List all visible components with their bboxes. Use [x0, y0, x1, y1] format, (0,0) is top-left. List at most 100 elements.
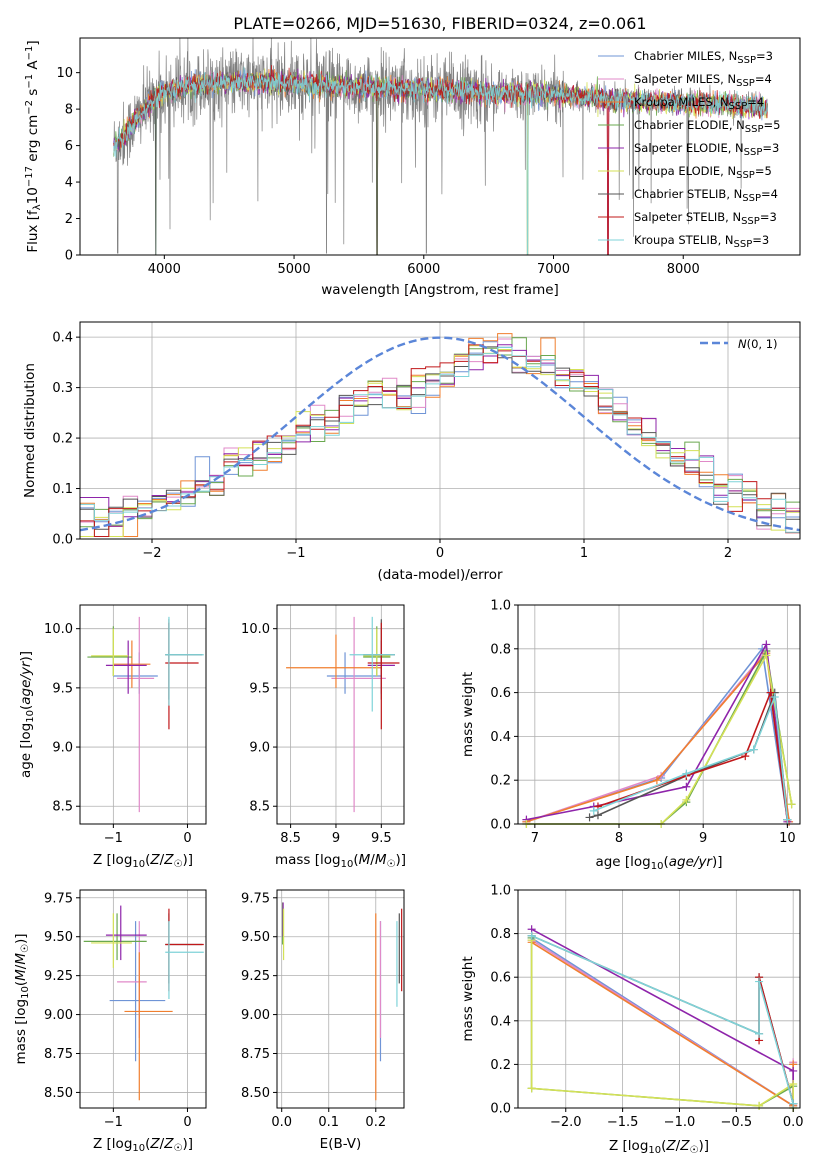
- label-part: 10: [132, 859, 145, 870]
- label-part: (: [13, 981, 29, 986]
- x-tick-label: 6000: [407, 262, 440, 277]
- legend-label: Chabrier ELODIE, NSSP=5: [634, 118, 780, 135]
- x-tick-label: 0: [183, 831, 191, 846]
- y-tick-label: 0.2: [490, 1058, 511, 1073]
- y-tick-label: 1.0: [490, 599, 511, 614]
- y-tick-label: 0.0: [490, 1102, 511, 1117]
- legend-label: Salpeter STELIB, NSSP=3: [634, 210, 777, 227]
- y-tick-label: 9.75: [241, 891, 270, 906]
- label-part: /: [160, 1136, 165, 1152]
- mass-weight-marker: [527, 1084, 536, 1093]
- label-part: )]: [18, 651, 34, 662]
- age-vs-metallicity-panel: −1 08.59.09.510.0Z [log10(Z/Z☉)]age [log1…: [18, 604, 207, 870]
- y-tick-label: 0.4: [52, 331, 73, 346]
- label-part: Z: [149, 852, 160, 868]
- y-tick-label: 0.6: [490, 971, 511, 986]
- mass-weight-marker: [755, 977, 764, 986]
- spectrum-panel: 4000 5000 6000 7000 8000 0 2 4 6 8 10 wavelength [A…: [24, 37, 801, 298]
- mass-weight-marker: [770, 692, 779, 701]
- label-part: Salpeter ELODIE, N: [634, 141, 744, 155]
- massweight-vs-age-panel: 7 8 9 10 0.0 0.2 0.4 0.6 0.8 1.0 mass weight age [l…: [460, 599, 801, 872]
- label-part: 10: [132, 1143, 145, 1154]
- label-part: erg cm: [25, 115, 41, 166]
- y-tick-label: 0.0: [490, 818, 511, 833]
- x-tick-label: 8000: [667, 262, 700, 277]
- x-axis-label: mass [log10(M/M☉)]: [275, 852, 406, 870]
- model-spectrum-line: [113, 66, 768, 256]
- label-part: (: [145, 852, 150, 868]
- label-part: SSP: [736, 170, 755, 181]
- normal-reference-curve: [79, 336, 801, 532]
- label-part: M: [13, 953, 29, 965]
- mass-weight-marker: [762, 640, 771, 649]
- label-part: SSP: [745, 124, 764, 135]
- x-tick-label: 9: [332, 831, 340, 846]
- y-axis-label: mass weight: [460, 672, 476, 757]
- label-part: )]: [712, 854, 723, 870]
- label-part: mass [log: [13, 999, 29, 1065]
- label-part: (: [18, 705, 34, 710]
- legend: N(0, 1): [700, 337, 778, 351]
- x-tick-label: 0.1: [318, 1115, 339, 1130]
- x-tick-label: 1: [580, 546, 588, 561]
- mass-weight-marker: [783, 815, 792, 824]
- y-tick-label: 4: [65, 176, 73, 191]
- label-part: Chabrier STELIB, N: [634, 187, 742, 201]
- residual-histogram-step: [80, 347, 800, 533]
- y-tick-label: 9.50: [241, 930, 270, 945]
- label-part: −2: [24, 100, 35, 115]
- label-part: mass [log: [275, 852, 341, 868]
- label-part: 10: [341, 859, 354, 870]
- x-tick-label: 9.5: [371, 831, 392, 846]
- mass-weight-marker: [766, 688, 775, 697]
- x-tick-label: 7000: [537, 262, 570, 277]
- grid: [277, 890, 404, 1108]
- massweight-vs-metallicity-panel: −2.0 −1.5 −1.0 −0.5 0.0 0.0 0.2 0.4 0.6 0.8 1.0 mas…: [460, 884, 804, 1157]
- mass-weight-marker: [682, 782, 691, 791]
- x-axis-label: (data-model)/error: [377, 567, 503, 583]
- axes-frame: [276, 889, 405, 1109]
- label-part: age/yr: [669, 854, 714, 870]
- label-part: 10: [25, 710, 36, 723]
- x-tick-label: 8: [615, 831, 623, 846]
- label-part: −17: [24, 166, 35, 187]
- label-part: )]: [395, 852, 406, 868]
- grid: [80, 605, 206, 824]
- y-tick-label: 0.8: [490, 927, 511, 942]
- label-part: Z [log: [93, 852, 132, 868]
- label-part: 10: [648, 1145, 661, 1156]
- mass-weight-marker: [585, 813, 594, 822]
- mass-weight-marker: [682, 769, 691, 778]
- axes-frame: [517, 889, 801, 1109]
- x-axis-label: Z [log10(Z/Z☉)]: [93, 852, 193, 870]
- y-tick-label: 9.5: [52, 681, 73, 696]
- x-axis-label: Z [log10(Z/Z☉)]: [609, 1138, 709, 1156]
- mass-weight-line: [531, 935, 794, 1104]
- figure-title: PLATE=0266, MJD=51630, FIBERID=0324, z=0…: [233, 14, 646, 33]
- y-tick-label: 8.50: [44, 1086, 73, 1101]
- label-part: A: [25, 60, 41, 74]
- y-tick-label: 9.0: [52, 741, 73, 756]
- label-part: Flux [f: [25, 209, 41, 253]
- y-tick-label: 10.0: [44, 622, 73, 637]
- y-tick-label: 1.0: [490, 884, 511, 899]
- label-part: /: [13, 964, 29, 969]
- label-part: Z: [149, 1136, 160, 1152]
- label-part: ☉: [20, 944, 31, 953]
- legend-label: Salpeter ELODIE, NSSP=3: [634, 141, 779, 158]
- y-tick-label: 8.5: [52, 800, 73, 815]
- label-part: =4: [761, 187, 778, 201]
- y-tick-label: 9.00: [44, 1008, 73, 1023]
- axes-frame: [79, 37, 801, 256]
- label-part: Kroupa MILES, N: [634, 95, 729, 109]
- y-axis-label: mass [log10(M/M☉)]: [13, 933, 31, 1064]
- label-part: M: [375, 852, 387, 868]
- label-part: SSP: [742, 193, 761, 204]
- y-tick-label: 6: [65, 139, 73, 154]
- y-axis-label: age [log10(age/yr)]: [18, 651, 36, 778]
- y-axis-label: mass weight: [460, 956, 476, 1041]
- label-part: =3: [752, 233, 769, 247]
- label-part: =4: [755, 72, 772, 86]
